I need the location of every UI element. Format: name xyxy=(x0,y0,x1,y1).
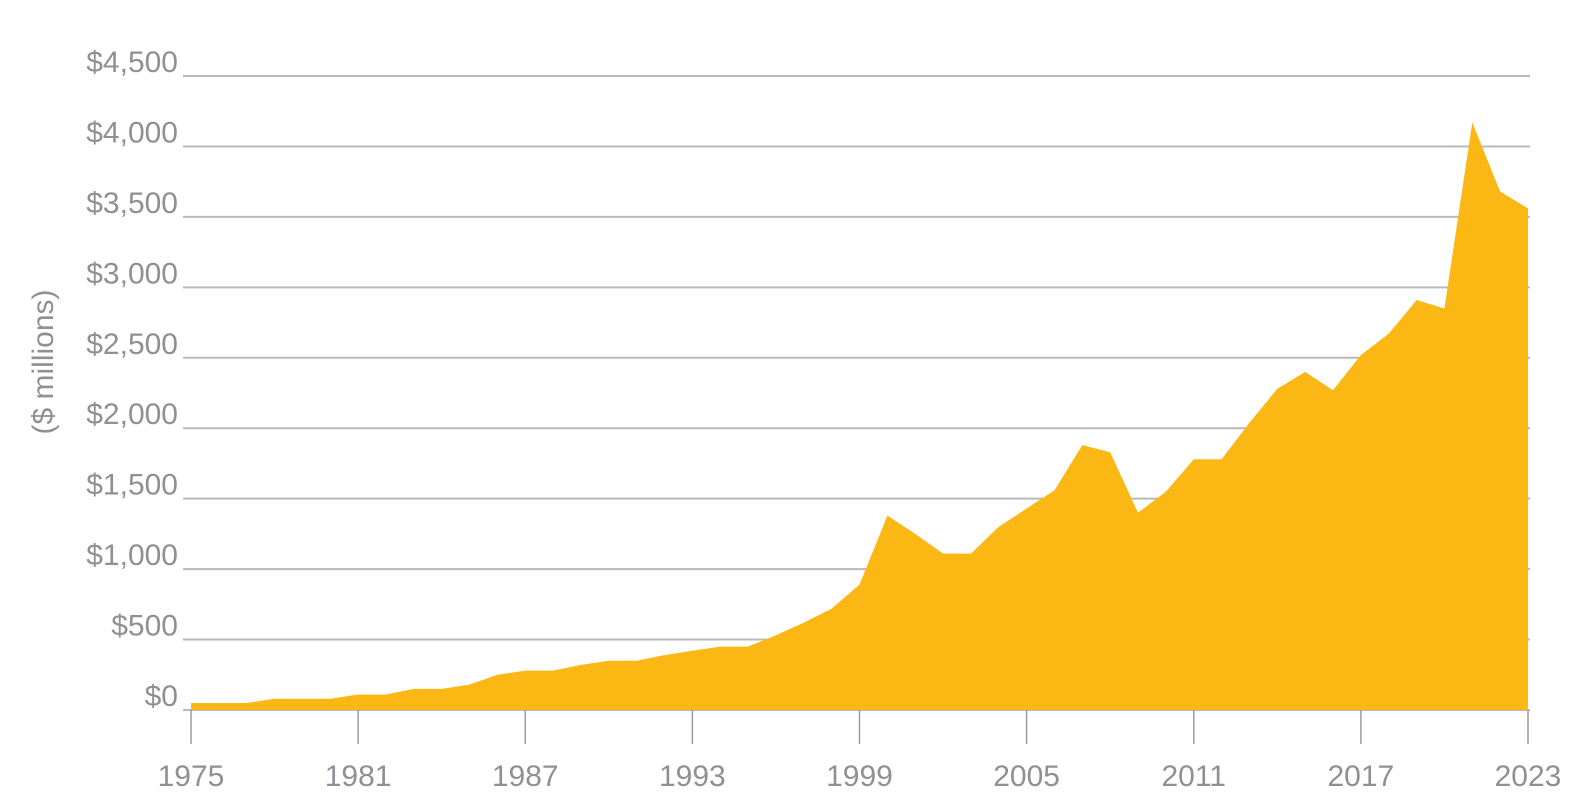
x-tick-label: 2005 xyxy=(993,760,1060,793)
y-tick-label: $0 xyxy=(145,680,178,713)
y-tick-label: $2,000 xyxy=(86,398,178,431)
y-axis-title: ($ millions) xyxy=(27,289,60,434)
y-tick-label: $4,500 xyxy=(86,46,178,79)
y-axis-tick-labels: $0 $500 $1,000 $1,500 $2,000 $2,500 $3,000 $3,5… xyxy=(86,46,178,713)
y-tick-label: $3,500 xyxy=(86,187,178,220)
gridlines xyxy=(183,75,1530,711)
x-tick-label: 1993 xyxy=(659,760,726,793)
y-tick-label: $3,000 xyxy=(86,257,178,290)
x-tick-label: 2011 xyxy=(1161,760,1226,793)
x-tick-label: 1975 xyxy=(158,760,225,793)
y-tick-label: $1,000 xyxy=(86,539,178,572)
y-tick-label: $4,000 xyxy=(86,116,178,149)
x-tick-label: 1981 xyxy=(325,760,392,793)
x-tick-label: 2017 xyxy=(1328,760,1395,793)
y-tick-label: $500 xyxy=(111,610,178,643)
y-tick-label: $1,500 xyxy=(86,469,178,502)
area-series xyxy=(191,122,1528,710)
x-tick-label: 2023 xyxy=(1495,760,1562,793)
y-tick-label: $2,500 xyxy=(86,328,178,361)
x-tick-label: 1987 xyxy=(492,760,559,793)
x-axis-ticks: 1975 1981 1987 1993 1999 2005 2011 2017 2023 xyxy=(158,710,1562,793)
x-tick-label: 1999 xyxy=(826,760,893,793)
